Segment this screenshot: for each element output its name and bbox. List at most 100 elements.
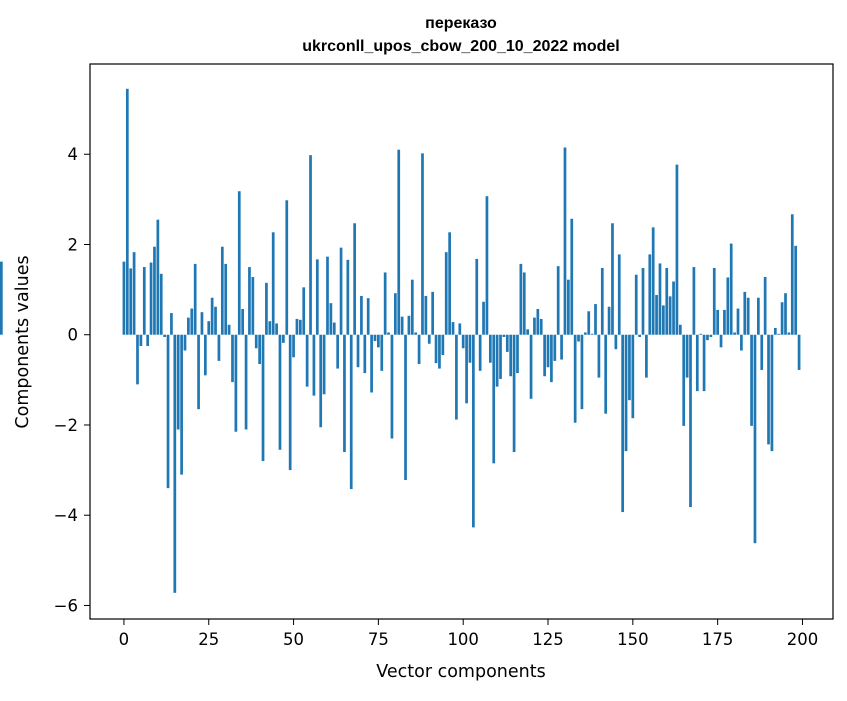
bar-26: [210, 297, 214, 335]
bar-52: [298, 319, 302, 335]
bar-146: [617, 254, 621, 335]
bar-103: [472, 334, 475, 528]
bar-3: [132, 252, 136, 335]
bar-12: [163, 334, 166, 337]
bar-196: [787, 332, 791, 335]
bar-110: [495, 334, 499, 387]
bar-111: [499, 334, 502, 379]
bar-76: [380, 334, 384, 371]
bar-102: [468, 334, 472, 363]
bar-171: [702, 334, 706, 392]
bar-97: [451, 322, 455, 335]
bar-113: [505, 334, 509, 352]
bar-165: [682, 334, 686, 426]
bar-157: [655, 295, 658, 335]
bar-4: [136, 334, 139, 385]
bar-74: [373, 334, 377, 342]
bar-152: [638, 334, 641, 337]
bar-169: [695, 334, 699, 392]
bar-101: [465, 334, 468, 404]
bar-191: [770, 334, 774, 452]
bar-80: [393, 293, 397, 335]
bar-61: [329, 303, 333, 335]
bar-39: [254, 334, 258, 349]
bar-69: [356, 334, 360, 368]
bar-58: [319, 334, 323, 428]
x-tick-label: 125: [532, 630, 564, 649]
bar-141: [600, 267, 604, 335]
bar-198: [794, 245, 798, 335]
bar-118: [522, 272, 526, 335]
bar-176: [719, 334, 723, 348]
bar-135: [580, 334, 584, 410]
bar-158: [658, 263, 662, 335]
bar-13: [166, 334, 170, 489]
bar-106: [482, 301, 485, 335]
x-tick-label: 200: [787, 630, 819, 649]
bars-layer: [0, 88, 801, 593]
bar-42: [265, 282, 268, 335]
x-tick-label: 0: [119, 630, 130, 649]
bar-undefined: [0, 261, 3, 335]
bar-8: [149, 262, 153, 335]
bar-17: [180, 334, 183, 475]
bar-199: [797, 334, 801, 370]
x-tick-label: 50: [283, 630, 304, 649]
bar-121: [533, 317, 536, 335]
bar-148: [624, 334, 628, 452]
bar-114: [509, 334, 513, 377]
bar-16: [176, 334, 180, 430]
bar-177: [723, 309, 726, 335]
bar-83: [404, 334, 407, 481]
y-axis-label: Components values: [13, 255, 33, 428]
bar-125: [546, 334, 550, 368]
bar-96: [448, 232, 451, 335]
bar-99: [458, 323, 462, 335]
bar-37: [248, 267, 251, 335]
bar-33: [234, 334, 238, 432]
bar-94: [441, 334, 445, 356]
bar-25: [207, 321, 211, 335]
bar-187: [757, 297, 760, 335]
bar-65: [343, 334, 346, 453]
bar-46: [278, 334, 282, 450]
bar-0: [122, 261, 126, 335]
bar-105: [478, 334, 482, 371]
bar-178: [726, 277, 730, 335]
bar-188: [760, 334, 764, 370]
bar-68: [353, 223, 356, 335]
bar-120: [529, 334, 533, 399]
bar-108: [488, 334, 492, 363]
bar-51: [295, 318, 299, 335]
bar-132: [570, 218, 574, 335]
bar-41: [261, 334, 265, 462]
bar-179: [729, 243, 733, 335]
bar-92: [434, 334, 438, 364]
bar-23: [200, 312, 204, 335]
bar-71: [363, 334, 367, 374]
bar-62: [332, 322, 336, 335]
bar-22: [197, 334, 200, 410]
bar-75: [377, 334, 380, 348]
bar-184: [746, 297, 750, 335]
bar-192: [773, 327, 777, 335]
bar-107: [485, 196, 489, 335]
bar-112: [502, 334, 506, 337]
bar-11: [159, 273, 163, 335]
bar-27: [214, 306, 217, 335]
bar-123: [539, 318, 543, 335]
bar-45: [275, 323, 278, 335]
bar-160: [665, 267, 669, 335]
bar-137: [587, 311, 591, 335]
bar-88: [421, 153, 424, 335]
bar-40: [258, 334, 261, 365]
bar-86: [414, 332, 418, 335]
bar-159: [662, 305, 665, 335]
bar-182: [740, 334, 743, 351]
bar-48: [285, 200, 289, 335]
bar-98: [455, 334, 458, 420]
bar-144: [611, 223, 614, 335]
bar-34: [237, 191, 241, 335]
bar-172: [706, 334, 709, 341]
bar-153: [641, 267, 645, 335]
